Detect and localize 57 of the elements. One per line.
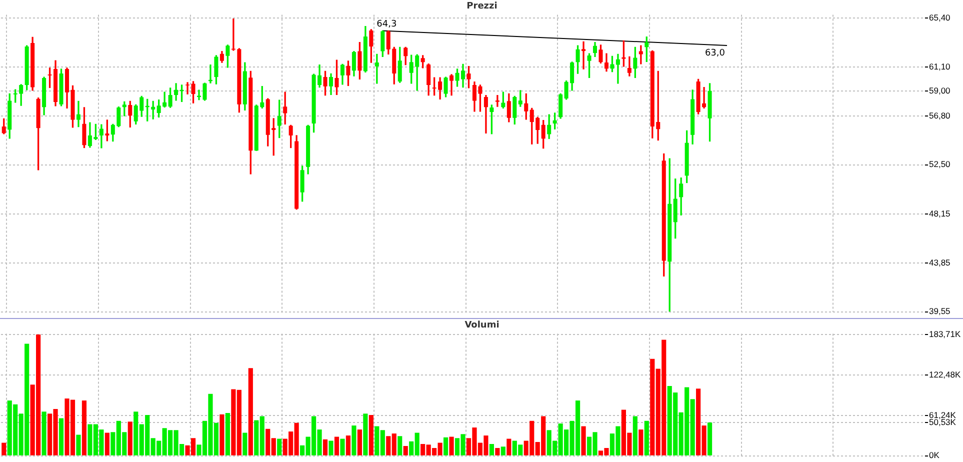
bar	[403, 446, 408, 456]
bar	[328, 440, 334, 456]
candlestick	[450, 74, 454, 96]
annotation: 64,3	[376, 20, 397, 30]
annotation: 63,0	[704, 48, 726, 58]
bar	[632, 416, 638, 456]
bar	[581, 426, 586, 456]
bar	[346, 435, 351, 456]
bar	[82, 400, 87, 456]
candlestick	[76, 100, 80, 128]
bar	[506, 438, 512, 456]
y-tick-label: 0K	[929, 450, 940, 460]
bar	[277, 438, 282, 456]
bar	[352, 426, 356, 456]
bar	[242, 432, 248, 456]
bar	[248, 368, 253, 456]
bar	[495, 448, 500, 456]
bar	[340, 438, 345, 456]
bar	[368, 414, 374, 456]
y-tick-label: 52,50	[929, 159, 951, 170]
bar	[707, 422, 712, 456]
bar	[2, 442, 6, 456]
y-tick-label: 43,85	[929, 257, 951, 268]
y-tick-label: 61,24K	[929, 410, 956, 420]
bar	[363, 414, 368, 456]
bar	[322, 439, 328, 456]
bar	[449, 436, 454, 456]
candlestick	[616, 54, 620, 84]
y-tick-label: 56,80	[929, 110, 951, 120]
bar	[500, 446, 506, 456]
y-tick-label: 61,10	[929, 61, 951, 72]
bar	[225, 413, 230, 456]
y-tick-label: 183,71K	[929, 328, 961, 339]
y-tick-label: 48,15	[929, 208, 951, 219]
bar	[398, 436, 402, 456]
bar	[76, 434, 81, 456]
bar	[489, 444, 494, 456]
bar	[644, 420, 649, 456]
bar	[638, 430, 644, 456]
y-tick-label: 122,48K	[929, 369, 961, 380]
bar	[128, 422, 132, 456]
bar	[104, 432, 110, 456]
y-tick-label: 59,00	[929, 85, 951, 96]
candlestick	[186, 82, 190, 94]
y-tick-label: 39,55	[929, 306, 951, 316]
candlestick	[582, 41, 586, 70]
chart-title: Volumi	[464, 320, 500, 331]
bar	[220, 414, 224, 456]
bar	[357, 430, 362, 456]
bar	[443, 437, 448, 456]
candlestick	[627, 56, 632, 76]
bar	[42, 412, 46, 456]
candlestick	[99, 124, 104, 148]
bar	[58, 418, 64, 456]
bar	[334, 436, 340, 456]
y-tick-label: 65,40	[929, 12, 951, 23]
chart-title: Prezzi	[466, 2, 498, 12]
